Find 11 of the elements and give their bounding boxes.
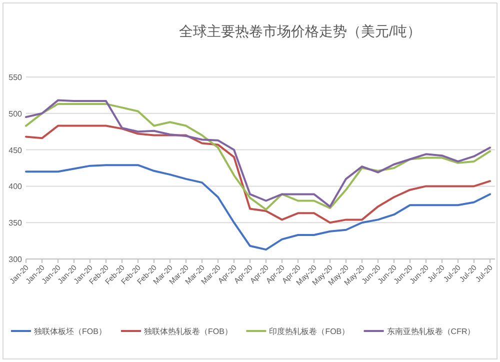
chart-title: 全球主要热卷市场价格走势（美元/吨） [179, 23, 421, 39]
y-tick-label: 500 [8, 109, 23, 118]
y-tick-label: 350 [8, 218, 23, 228]
y-tick-label: 450 [8, 146, 23, 155]
y-tick-label: 550 [8, 73, 23, 82]
y-tick-label: 300 [8, 255, 23, 264]
legend-label: 独联体热轧板卷（FOB） [144, 327, 232, 336]
legend-label: 印度热轧板卷（FOB） [269, 327, 350, 336]
legend-label: 独联体板坯（FOB） [34, 327, 106, 336]
y-tick-label: 400 [8, 182, 23, 192]
legend-label: 东南亚热轧板卷（CFR） [386, 327, 476, 336]
